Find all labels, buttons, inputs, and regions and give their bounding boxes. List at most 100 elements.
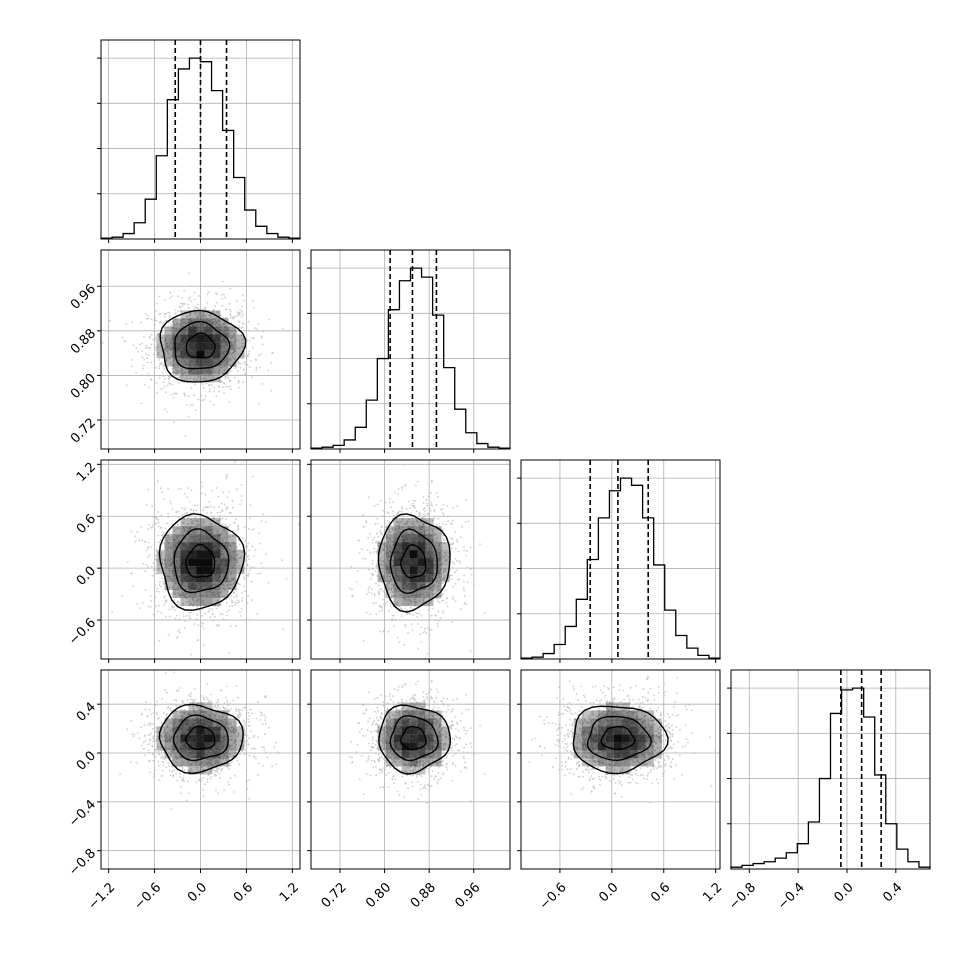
scatter-point (214, 323, 217, 326)
scatter-point (252, 306, 255, 309)
scatter-point (213, 317, 216, 320)
scatter-point (156, 511, 159, 513)
scatter-point (167, 554, 169, 557)
scatter-point (145, 563, 148, 566)
scatter-point (246, 545, 249, 548)
scatter-point (400, 608, 403, 611)
scatter-point (187, 303, 189, 306)
density-cell (172, 318, 181, 327)
scatter-point (150, 732, 152, 735)
scatter-point (147, 488, 150, 491)
scatter-point (143, 359, 146, 361)
scatter-point (220, 523, 223, 526)
density-cell (196, 550, 205, 559)
scatter-point (125, 323, 128, 325)
density-cell (172, 534, 181, 543)
density-cell (204, 550, 213, 559)
scatter-point (248, 720, 251, 723)
scatter-point (228, 767, 230, 770)
scatter-point (182, 602, 184, 605)
scatter-point (170, 330, 173, 333)
scatter-point (264, 722, 267, 725)
density-cell (204, 374, 213, 383)
scatter-point (154, 337, 157, 339)
scatter-point (441, 599, 443, 602)
scatter-point (160, 752, 163, 755)
scatter-point (465, 550, 468, 553)
scatter-point (437, 600, 439, 603)
scatter-point (131, 321, 134, 324)
scatter-point (361, 548, 363, 550)
scatter-point (442, 523, 444, 526)
scatter-point (195, 374, 198, 376)
scatter-point (219, 776, 221, 779)
scatter-point (452, 598, 454, 601)
scatter-point (231, 500, 234, 503)
scatter-point (237, 347, 240, 350)
scatter-point (246, 555, 249, 558)
density-cell (425, 590, 434, 599)
density-cell (180, 358, 189, 367)
density-cell (188, 534, 197, 543)
scatter-point (223, 391, 225, 394)
scatter-point (188, 272, 190, 275)
scatter-panel (307, 459, 511, 663)
scatter-point (238, 347, 241, 350)
density-cell (188, 590, 197, 599)
scatter-point (141, 367, 144, 370)
scatter-point (423, 513, 425, 516)
scatter-point (233, 357, 236, 360)
scatter-point (163, 299, 166, 301)
scatter-point (206, 683, 209, 685)
scatter-point (378, 588, 381, 591)
scatter-point (148, 709, 151, 711)
scatter-point (185, 615, 188, 617)
scatter-point (245, 553, 248, 556)
scatter-point (150, 334, 153, 336)
scatter-point (394, 618, 397, 621)
scatter-point (220, 367, 223, 369)
scatter-point (199, 314, 202, 317)
scatter-point (151, 505, 154, 508)
scatter-point (454, 558, 457, 560)
scatter-point (414, 500, 417, 502)
scatter-point (188, 614, 191, 617)
scatter-point (183, 303, 186, 305)
scatter-point (372, 602, 375, 605)
density-cell (393, 566, 402, 575)
scatter-point (147, 354, 150, 356)
scatter-point (418, 612, 421, 615)
scatter-point (179, 375, 181, 377)
scatter-point (264, 733, 266, 735)
scatter-point (377, 522, 379, 525)
scatter-point (256, 774, 259, 776)
scatter-point (150, 318, 152, 321)
scatter-point (285, 577, 288, 580)
scatter-point (219, 613, 222, 616)
scatter-point (441, 537, 444, 540)
scatter-point (452, 596, 455, 598)
density-cell (164, 350, 173, 359)
scatter-point (176, 376, 179, 379)
scatter-point (163, 712, 165, 714)
scatter-point (176, 515, 179, 518)
scatter-point (160, 514, 163, 517)
scatter-point (457, 550, 460, 553)
scatter-point (179, 370, 182, 373)
scatter-point (232, 352, 235, 354)
scatter-point (210, 591, 213, 594)
scatter-point (193, 394, 196, 397)
scatter-point (168, 565, 170, 567)
scatter-point (248, 754, 251, 757)
scatter-point (237, 565, 240, 568)
scatter-point (212, 403, 215, 406)
scatter-point (228, 512, 231, 514)
scatter-point (209, 505, 212, 508)
scatter-point (169, 341, 172, 344)
density-cell (180, 558, 189, 567)
scatter-point (142, 562, 145, 565)
scatter-point (199, 398, 202, 401)
scatter-point (224, 321, 226, 324)
density-cell (409, 518, 418, 527)
scatter-point (209, 314, 212, 316)
